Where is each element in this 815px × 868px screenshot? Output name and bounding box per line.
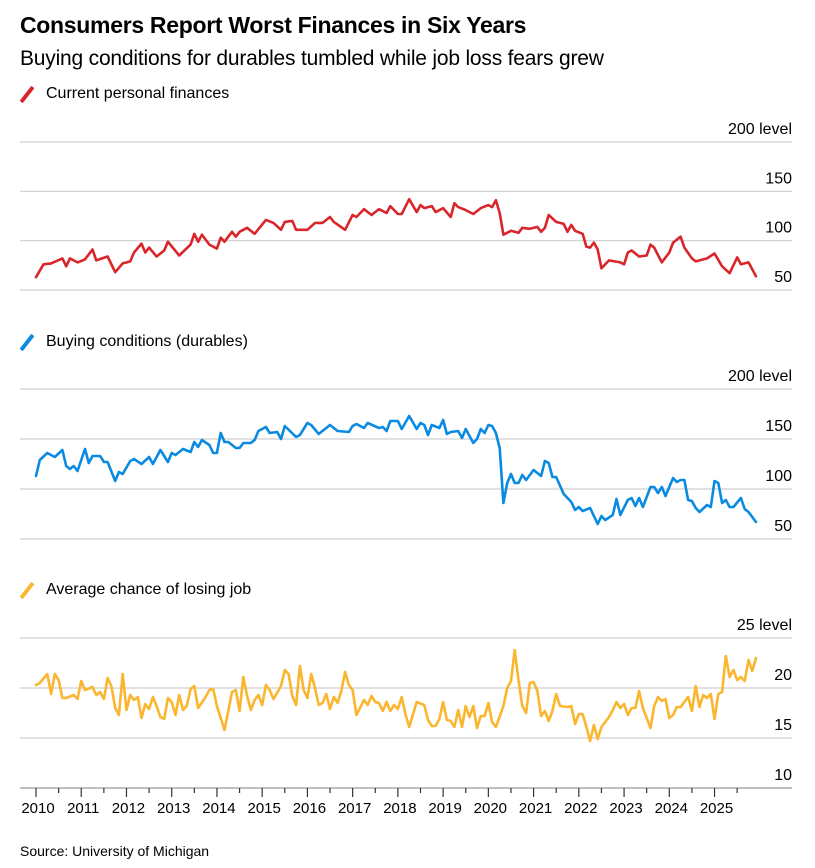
x-tick-label: 2018 bbox=[383, 800, 416, 817]
x-tick-label: 2022 bbox=[564, 800, 597, 817]
y-tick-label: 150 bbox=[765, 418, 792, 435]
x-tick-label: 2016 bbox=[293, 800, 326, 817]
series-line-2 bbox=[34, 648, 758, 743]
legend-buying-conditions: Buying conditions (durables) bbox=[20, 333, 248, 351]
x-tick-label: 2021 bbox=[519, 800, 552, 817]
legend-label: Current personal finances bbox=[46, 85, 230, 102]
x-tick-label: 2012 bbox=[112, 800, 145, 817]
chart-title: Consumers Report Worst Finances in Six Y… bbox=[20, 12, 527, 38]
y-tick-label: 20 bbox=[774, 667, 792, 684]
x-tick-label: 2011 bbox=[67, 800, 99, 817]
series-line-1 bbox=[34, 414, 758, 526]
y-tick-label: 150 bbox=[765, 170, 792, 187]
legend-current-personal-finances: Current personal finances bbox=[20, 85, 229, 103]
y-tick-label: 100 bbox=[765, 468, 792, 485]
source-note: Source: University of Michigan bbox=[20, 843, 210, 859]
x-tick-label: 2017 bbox=[338, 800, 371, 817]
x-tick-label: 2019 bbox=[428, 800, 461, 817]
y-tick-label: 200 level bbox=[728, 368, 792, 385]
y-tick-label: 10 bbox=[774, 767, 792, 784]
y-tick-label: 100 bbox=[765, 220, 792, 237]
y-tick-label: 15 bbox=[774, 717, 792, 734]
y-tick-label: 25 level bbox=[737, 617, 792, 634]
legend-label: Average chance of losing job bbox=[46, 581, 252, 598]
x-tick-label: 2014 bbox=[202, 800, 235, 817]
y-tick-label: 50 bbox=[774, 518, 792, 535]
chart-subtitle: Buying conditions for durables tumbled w… bbox=[20, 47, 604, 70]
x-tick-label: 2010 bbox=[21, 800, 54, 817]
y-tick-label: 200 level bbox=[728, 121, 792, 138]
y-tick-label: 50 bbox=[774, 269, 792, 286]
x-tick-label: 2024 bbox=[655, 800, 688, 817]
legend-chance-losing-job: Average chance of losing job bbox=[20, 581, 251, 599]
x-tick-label: 2020 bbox=[474, 800, 507, 817]
series-line-0 bbox=[34, 197, 758, 279]
x-tick-label: 2013 bbox=[157, 800, 190, 817]
legend-label: Buying conditions (durables) bbox=[46, 333, 248, 350]
x-tick-label: 2023 bbox=[609, 800, 642, 817]
x-tick-label: 2025 bbox=[700, 800, 733, 817]
x-tick-label: 2015 bbox=[247, 800, 280, 817]
